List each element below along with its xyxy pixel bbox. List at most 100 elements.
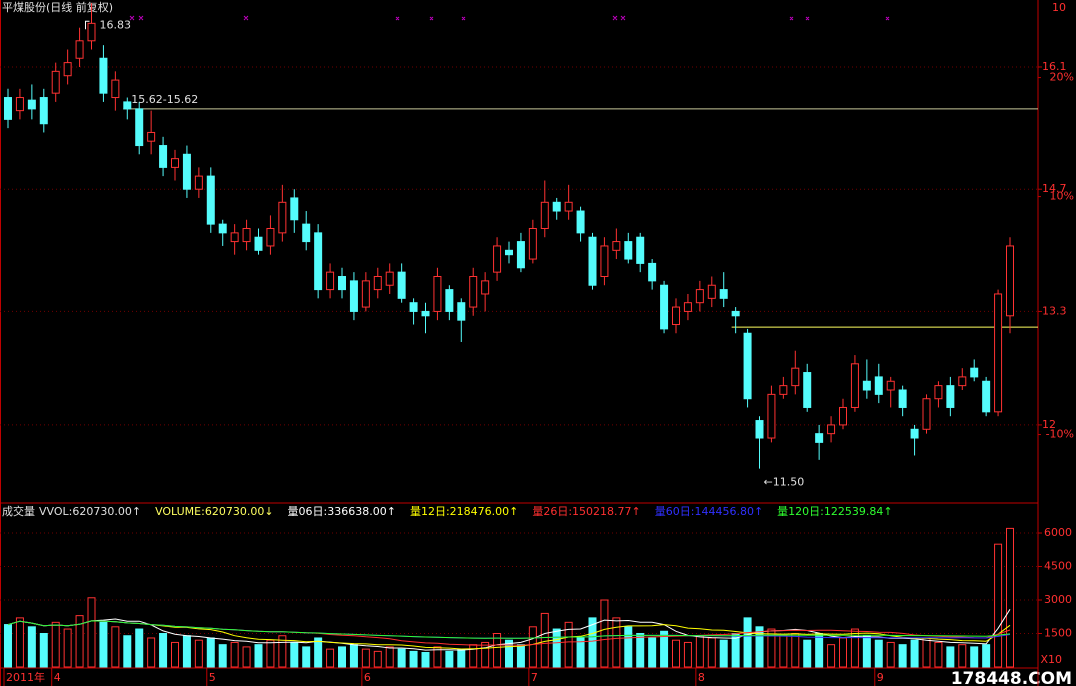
volume-bar (4, 624, 12, 668)
candle-body (266, 227, 275, 247)
volume-bar (182, 635, 191, 668)
volume-bar (111, 626, 120, 668)
volume-bar (505, 639, 513, 668)
volume-bar (970, 646, 979, 668)
candle-body (15, 97, 24, 112)
volume-bar (552, 628, 561, 668)
candle-body (433, 276, 442, 312)
volume-bar (660, 630, 669, 668)
volume-bar (815, 633, 824, 668)
candle-body (970, 367, 979, 378)
legend-item: 成交量 (2, 504, 35, 518)
volume-bar (695, 635, 704, 668)
candle-body (445, 289, 454, 312)
candle-body (242, 227, 251, 243)
candle-body (481, 280, 490, 295)
candle-body (147, 131, 156, 142)
volume-bar (612, 617, 621, 668)
x-tick-label: 7 (531, 671, 538, 684)
candle-body (815, 433, 824, 443)
candle-body (302, 223, 311, 243)
candle-body (135, 108, 144, 147)
y2-tick-label: 10% (1050, 190, 1074, 203)
candle-body (564, 201, 573, 212)
volume-bar (636, 633, 645, 668)
volume-bar (397, 648, 406, 668)
volume-bar (39, 633, 48, 668)
candle-body (576, 210, 585, 234)
legend-item: 量06日:336638.00↑ (288, 505, 396, 518)
candle-body (743, 332, 752, 400)
signal-marks (129, 15, 890, 21)
volume-bar (755, 626, 764, 668)
candle-body (624, 241, 633, 260)
y-tick-label: 12 (1042, 418, 1056, 431)
volume-bar (63, 628, 72, 668)
candle-body (588, 236, 597, 286)
candle-body (779, 385, 788, 395)
x-tick-label: 8 (698, 671, 705, 684)
vol-tick-label: 1500 (1044, 627, 1072, 640)
volume-bar (349, 644, 358, 668)
candle-body (839, 406, 847, 426)
candle-body (982, 380, 991, 413)
candle-body (660, 284, 669, 330)
volume-bar (445, 650, 454, 668)
candle-body (27, 99, 36, 110)
volume-ma-line (7, 620, 1011, 650)
volume-bar (827, 644, 836, 668)
candle-body (51, 70, 60, 94)
candle-body (361, 280, 370, 308)
volume-bar (338, 646, 346, 668)
volume-bar (457, 648, 466, 668)
candle-body (516, 241, 525, 269)
candle-body (349, 280, 358, 312)
candle-body (469, 276, 478, 308)
candle-body (99, 57, 108, 94)
legend-item: VOLUME:620730.00↓ (155, 505, 273, 518)
legend-item: 量26日:150218.77↑ (532, 505, 640, 518)
volume-bar (719, 639, 728, 668)
volume-bar (278, 635, 287, 668)
volume-bar (385, 646, 394, 668)
candle-body (803, 372, 812, 408)
volume-bar (15, 617, 24, 668)
candle-body (862, 380, 871, 391)
volume-bar (433, 646, 442, 668)
candle-body (910, 428, 919, 439)
volume-bar (242, 646, 251, 668)
volume-bar (147, 637, 156, 668)
watermark: 178448.COM (951, 669, 1072, 686)
y-tick-label: 14.7 (1042, 182, 1067, 195)
volume-bar (373, 650, 382, 668)
y-tick-label: 13.3 (1042, 304, 1067, 317)
candle-body (886, 380, 895, 391)
vol-tick-label: 6000 (1044, 526, 1072, 539)
x-tick-label: 6 (364, 671, 371, 684)
legend-item: 量12日:218476.00↑ (410, 505, 518, 518)
volume-bar (266, 639, 275, 668)
volume-unit: X10 (1040, 653, 1062, 666)
volume-bar (946, 646, 955, 668)
volume-bar (982, 644, 991, 668)
candle-body (612, 241, 621, 251)
volume-bar (302, 646, 311, 668)
candle-body (338, 276, 346, 291)
volume-bar (839, 637, 847, 668)
annotation: 15.62-15.62 (131, 93, 198, 106)
candle-body (493, 245, 502, 273)
volume-bar (588, 617, 597, 668)
volume-bar (361, 648, 370, 668)
volume-bar (540, 612, 549, 668)
candle-body (290, 197, 299, 221)
volume-bar (886, 641, 895, 668)
volume-bar (123, 635, 132, 668)
volume-bar (576, 637, 585, 668)
candle-body (159, 145, 168, 168)
candle-body (946, 385, 955, 408)
candle-body (230, 232, 239, 243)
candle-body (87, 22, 96, 42)
volume-bar (672, 639, 680, 668)
volume-bar (421, 651, 430, 668)
